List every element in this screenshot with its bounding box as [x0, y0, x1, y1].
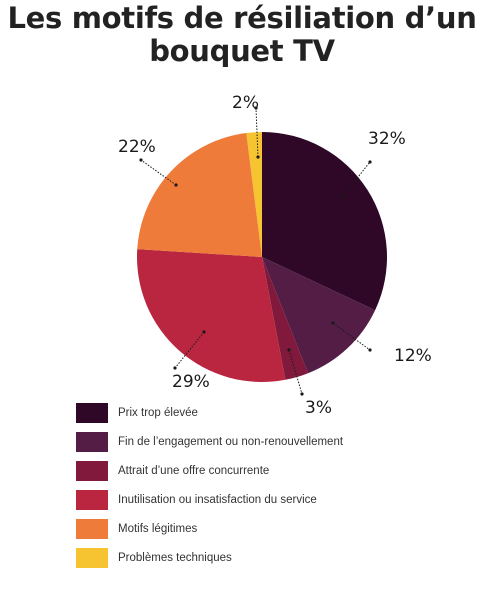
leader-dot	[300, 392, 304, 396]
legend-label: Problèmes techniques	[118, 552, 232, 564]
leader-dot	[173, 366, 177, 370]
leader-dot	[340, 195, 344, 199]
leader-line	[140, 159, 177, 186]
legend-swatch	[76, 432, 108, 452]
leader-dot	[287, 348, 291, 352]
slice-percent-label: 3%	[305, 398, 332, 418]
legend-item: Problèmes techniques	[76, 548, 343, 568]
legend-item: Inutilisation ou insatisfaction du servi…	[76, 490, 343, 510]
leader-dot	[174, 183, 178, 187]
chart-title-line-1: Les motifs de résiliation d’un	[7, 1, 477, 35]
leader-dot	[202, 330, 206, 334]
legend-swatch	[76, 490, 108, 510]
legend-item: Prix trop élevée	[76, 403, 343, 423]
legend-swatch	[76, 519, 108, 539]
leader-dot	[368, 160, 372, 164]
leader-dot	[331, 321, 335, 325]
legend-label: Fin de l’engagement ou non-renouvellemen…	[118, 436, 344, 448]
legend-item: Attrait d’une offre concurrente	[76, 461, 343, 481]
pie-slice	[262, 257, 376, 374]
pie-slice	[137, 132, 262, 257]
leader-line	[255, 107, 259, 158]
legend-item: Fin de l’engagement ou non-renouvellemen…	[76, 432, 343, 452]
legend: Prix trop élevée Fin de l’engagement ou …	[76, 403, 343, 577]
leader-line	[341, 161, 371, 198]
pie-slice	[262, 132, 387, 311]
legend-swatch	[76, 403, 108, 423]
chart-title: Les motifs de résiliation d’un bouquet T…	[0, 2, 484, 68]
pie-slice	[262, 257, 309, 380]
slice-percent-label: 29%	[172, 372, 210, 392]
leader-dot	[256, 155, 260, 159]
legend-label: Prix trop élevée	[118, 407, 198, 419]
leader-dot	[254, 106, 258, 110]
slice-percent-label: 32%	[368, 129, 406, 149]
legend-label: Attrait d’une offre concurrente	[118, 465, 270, 477]
pie-slice	[246, 132, 262, 257]
legend-label: Inutilisation ou insatisfaction du servi…	[118, 494, 317, 506]
chart-title-line-2: bouquet TV	[149, 34, 335, 68]
leader-dot	[368, 348, 372, 352]
legend-label: Motifs légitimes	[118, 523, 198, 535]
pie-slice	[137, 249, 286, 383]
legend-item: Motifs légitimes	[76, 519, 343, 539]
slice-percent-label: 2%	[232, 93, 259, 113]
slice-percent-label: 12%	[394, 346, 432, 366]
leader-dot	[139, 158, 143, 162]
legend-swatch	[76, 548, 108, 568]
slice-percent-label: 22%	[118, 137, 156, 157]
legend-swatch	[76, 461, 108, 481]
